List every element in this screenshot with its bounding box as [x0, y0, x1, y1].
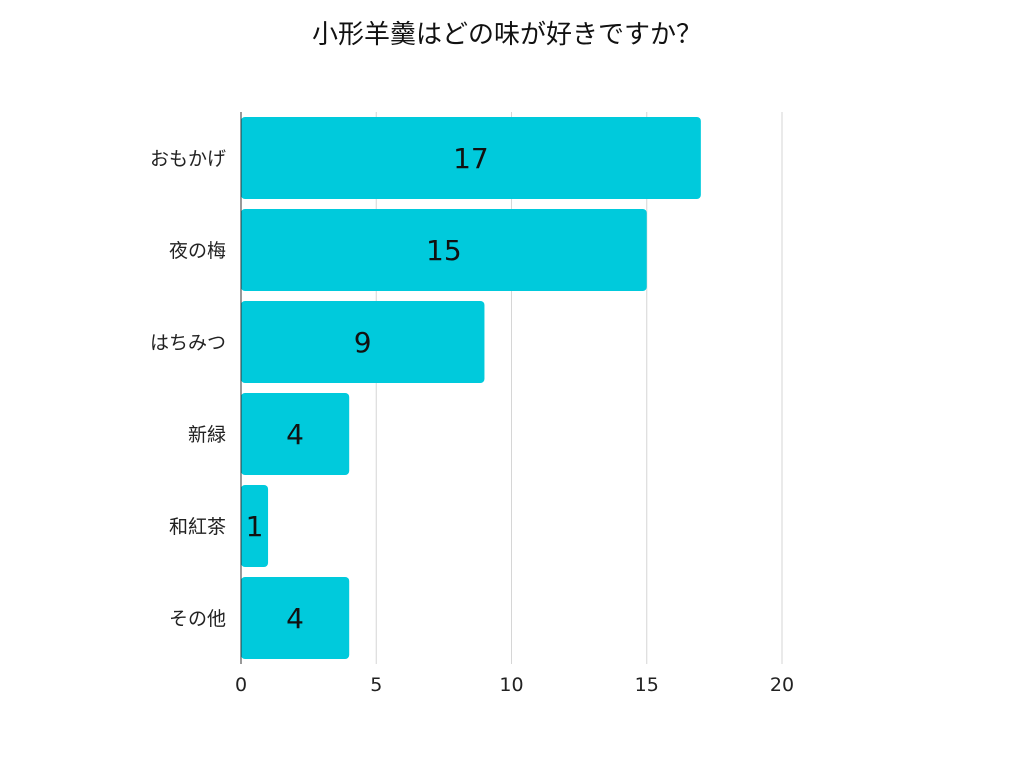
bar-value-label: 15	[426, 234, 462, 267]
bar	[241, 393, 350, 475]
chart-title: 小形羊羹はどの味が好きですか？	[311, 20, 702, 50]
bar-value-label: 4	[286, 602, 304, 635]
bars	[241, 117, 701, 659]
bar	[241, 577, 350, 659]
category-label: その他	[169, 608, 226, 630]
bar-value-label: 1	[246, 510, 264, 543]
bar	[241, 209, 647, 291]
bar	[241, 485, 269, 567]
x-tick-label: 0	[235, 674, 247, 696]
category-label: おもかげ	[150, 148, 226, 170]
category-label: 夜の梅	[169, 240, 226, 262]
x-tick-label: 20	[770, 674, 794, 696]
bar-value-label: 17	[453, 142, 489, 175]
x-tick-label: 15	[635, 674, 659, 696]
bar-value-label: 4	[286, 418, 304, 451]
labels: 0 5 10 15 20 17 おもかげ 15 夜の梅 9 はちみつ 4 新緑 1 和紅茶 4 その他	[150, 142, 794, 696]
x-tick-label: 5	[370, 674, 382, 696]
bar	[241, 117, 701, 199]
x-tick-label: 10	[499, 674, 523, 696]
bar-value-label: 9	[354, 326, 372, 359]
gridlines	[375, 112, 783, 664]
category-label: はちみつ	[150, 332, 226, 354]
bar	[241, 301, 485, 383]
category-label: 新緑	[188, 424, 226, 446]
category-label: 和紅茶	[169, 516, 226, 538]
